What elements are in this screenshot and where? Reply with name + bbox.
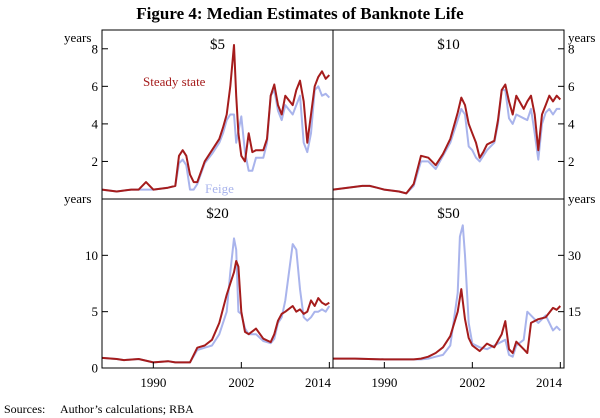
series-line-steady-state bbox=[101, 44, 331, 193]
panel-title: $20 bbox=[206, 206, 229, 222]
left-bottom-unit-label: years bbox=[64, 191, 91, 206]
y-tick-label: 15 bbox=[568, 304, 581, 319]
panel-title: $5 bbox=[210, 37, 225, 53]
panel-5-dollar: 2 4 6 8 $5 Steady state Feige bbox=[92, 37, 331, 196]
sources-note: Sources: Author’s calculations; RBA bbox=[4, 402, 194, 416]
series-line-feige bbox=[333, 224, 562, 361]
y-tick-label: 2 bbox=[568, 154, 575, 169]
y-tick-label: 4 bbox=[92, 116, 99, 131]
sources-text: Author’s calculations; RBA bbox=[60, 402, 194, 416]
y-tick-label: 10 bbox=[85, 248, 98, 263]
series-line-steady-state bbox=[101, 260, 330, 364]
x-tick-label: 2014 bbox=[305, 375, 332, 390]
x-tick-label: 1990 bbox=[371, 375, 397, 390]
x-tick-label: 2002 bbox=[459, 375, 485, 390]
sources-label: Sources: bbox=[4, 402, 45, 416]
series-line-feige bbox=[101, 85, 331, 193]
unit-labels: years years years years bbox=[64, 30, 595, 206]
panel-50-dollar: 15 30 1990 2002 2014 $50 bbox=[333, 206, 581, 390]
right-bottom-unit-label: years bbox=[568, 191, 595, 206]
panel-10-dollar: 2 4 6 8 $10 bbox=[332, 37, 575, 195]
feige-label: Feige bbox=[205, 181, 234, 196]
y-tick-label: 0 bbox=[92, 361, 99, 376]
x-tick-label: 2014 bbox=[536, 375, 563, 390]
y-tick-label: 2 bbox=[92, 154, 99, 169]
figure-title: Figure 4: Median Estimates of Banknote L… bbox=[136, 4, 464, 23]
panel-title: $50 bbox=[437, 206, 460, 222]
y-tick-label: 6 bbox=[92, 79, 99, 94]
series-line-steady-state bbox=[333, 288, 562, 361]
x-tick-label: 2002 bbox=[228, 375, 254, 390]
steady-state-label: Steady state bbox=[143, 74, 206, 89]
right-top-unit-label: years bbox=[568, 30, 595, 45]
y-tick-label: 4 bbox=[568, 116, 575, 131]
y-tick-label: 5 bbox=[92, 304, 99, 319]
panel-title: $10 bbox=[437, 37, 460, 53]
x-tick-label: 1990 bbox=[140, 375, 166, 390]
left-top-unit-label: years bbox=[64, 30, 91, 45]
y-tick-label: 6 bbox=[568, 79, 575, 94]
series-line-steady-state bbox=[332, 83, 562, 195]
y-tick-label: 30 bbox=[568, 248, 581, 263]
y-tick-label: 8 bbox=[568, 41, 575, 56]
y-tick-label: 8 bbox=[92, 41, 99, 56]
series-line-feige bbox=[101, 237, 331, 364]
panel-20-dollar: 0 5 10 1990 2002 2014 $20 bbox=[85, 206, 332, 390]
